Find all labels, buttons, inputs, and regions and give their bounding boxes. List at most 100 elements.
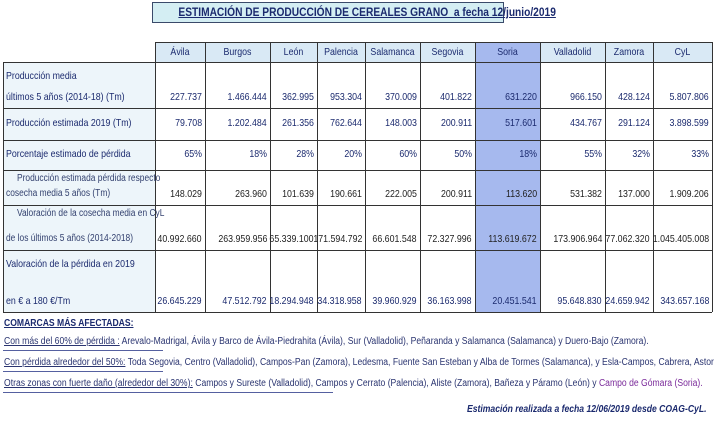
cell-value: 291.124 xyxy=(618,117,650,129)
note-text: Arevalo-Madrigal, Ávila y Barco de Ávila… xyxy=(121,336,649,347)
grid-line xyxy=(3,312,712,313)
row-label: Valoración de la pérdida en 2019 xyxy=(6,258,135,270)
grid-line xyxy=(155,42,712,43)
cell-value: 36.163.998 xyxy=(427,295,472,307)
cell-value: 113.619.672 xyxy=(488,233,537,245)
column-header: Segovia xyxy=(431,46,464,58)
column-header: León xyxy=(283,46,304,58)
header-bg xyxy=(155,42,712,62)
row-label: de los últimos 5 años (2014-2018) xyxy=(6,233,134,244)
title-box xyxy=(152,2,504,23)
cell-value: 222.005 xyxy=(385,188,417,200)
cell-value: 65% xyxy=(184,148,202,160)
row-label: Producción estimada pérdida respecto xyxy=(17,173,161,184)
cell-value: 261.356 xyxy=(282,117,314,129)
note-text: Toda Segovia, Centro (Valladolid), Campo… xyxy=(127,357,714,368)
cell-value: 173.906.964 xyxy=(552,233,602,245)
grid-line xyxy=(475,42,476,312)
grid-line xyxy=(317,42,318,312)
cell-value: 20.451.541 xyxy=(492,295,537,307)
cell-value: 5.807.806 xyxy=(669,91,709,103)
note-item: Otras zonas con fuerte daño (alrededor d… xyxy=(4,378,703,389)
column-header: Salamanca xyxy=(370,46,415,58)
grid-line xyxy=(205,42,206,312)
grid-line xyxy=(3,62,4,312)
cell-value: 50% xyxy=(454,148,472,160)
cell-value: 65.339.100 xyxy=(269,233,314,245)
cell-value: 428.124 xyxy=(618,91,650,103)
grid-line xyxy=(3,170,712,171)
cell-value: 1.045.405.008 xyxy=(652,233,709,245)
cell-value: 24.659.942 xyxy=(605,295,650,307)
cell-value: 200.911 xyxy=(440,188,472,200)
grid-line xyxy=(270,42,271,312)
cell-value: 72.327.996 xyxy=(427,233,472,245)
note-rule xyxy=(3,392,333,393)
cell-value: 1.909.206 xyxy=(669,188,709,200)
footer: Estimación realizada a fecha 12/06/2019 … xyxy=(466,404,706,415)
cell-value: 1.466.444 xyxy=(227,91,267,103)
cell-value: 263.959.956 xyxy=(217,233,267,245)
cell-value: 39.960.929 xyxy=(372,295,417,307)
grid-line xyxy=(712,42,713,312)
grid-line xyxy=(365,42,366,312)
cell-value: 263.960 xyxy=(235,188,267,200)
cell-value: 32% xyxy=(632,148,650,160)
row-label: en € a 180 €/Tm xyxy=(6,295,71,307)
cell-value: 18% xyxy=(249,148,267,160)
cell-value: 631.220 xyxy=(505,91,537,103)
cell-value: 966.150 xyxy=(570,91,602,103)
note-prefix: Con más del 60% de pérdida : xyxy=(4,336,120,347)
title: ESTIMACIÓN DE PRODUCCIÓN DE CEREALES GRA… xyxy=(178,5,556,19)
grid-line xyxy=(3,205,712,206)
grid-line xyxy=(653,42,654,312)
row-label: últimos 5 años (2014-18) (Tm) xyxy=(6,91,125,103)
grid-line xyxy=(3,250,712,251)
cell-value: 148.029 xyxy=(170,188,202,200)
label-bg xyxy=(3,62,155,312)
row-label: Valoración de la cosecha media en CyL xyxy=(17,208,165,219)
grid-line xyxy=(3,62,712,63)
cell-value: 113.620 xyxy=(505,188,537,200)
cell-value: 101.639 xyxy=(282,188,314,200)
note-rule xyxy=(3,371,163,372)
cell-value: 18.294.948 xyxy=(269,295,314,307)
cell-value: 200.911 xyxy=(440,117,472,129)
row-label: cosecha media 5 años (Tm) xyxy=(6,188,111,199)
column-header: Ávila xyxy=(170,46,190,58)
cell-value: 3.898.599 xyxy=(669,117,709,129)
cell-value: 60% xyxy=(399,148,417,160)
row-label: Porcentaje estimado de pérdida xyxy=(6,148,131,160)
cell-value: 26.645.229 xyxy=(157,295,202,307)
cell-value: 1.202.484 xyxy=(227,117,267,129)
cell-value: 34.318.958 xyxy=(317,295,362,307)
cell-value: 953.304 xyxy=(330,91,362,103)
cell-value: 137.000 xyxy=(618,188,650,200)
cell-value: 762.644 xyxy=(330,117,362,129)
cell-value: 18% xyxy=(519,148,537,160)
cell-value: 148.003 xyxy=(385,117,417,129)
grid-line xyxy=(605,42,606,312)
row-label: Producción media xyxy=(6,70,77,82)
cell-value: 77.062.320 xyxy=(605,233,650,245)
note-item: Con pérdida alrededor del 50%: Toda Sego… xyxy=(4,357,714,368)
cell-value: 517.601 xyxy=(505,117,537,129)
cell-value: 95.648.830 xyxy=(557,295,602,307)
column-header: Zamora xyxy=(613,46,645,58)
cell-value: 190.661 xyxy=(330,188,362,200)
cell-value: 40.992.660 xyxy=(157,233,202,245)
cell-value: 33% xyxy=(691,148,709,160)
highlight-column xyxy=(475,42,540,312)
column-header: CyL xyxy=(674,46,691,58)
note-prefix: Otras zonas con fuerte daño (alrededor d… xyxy=(4,378,193,389)
note-item: Con más del 60% de pérdida : Arevalo-Mad… xyxy=(4,336,649,347)
column-header: Burgos xyxy=(223,46,252,58)
grid-line xyxy=(3,140,712,141)
cell-value: 531.382 xyxy=(570,188,602,200)
column-header: Valladolid xyxy=(553,46,592,58)
row-label: Producción estimada 2019 (Tm) xyxy=(6,117,132,129)
notes-heading: COMARCAS MÁS AFECTADAS: xyxy=(4,318,134,329)
grid-line xyxy=(3,108,712,109)
cell-value: 343.657.168 xyxy=(659,295,709,307)
